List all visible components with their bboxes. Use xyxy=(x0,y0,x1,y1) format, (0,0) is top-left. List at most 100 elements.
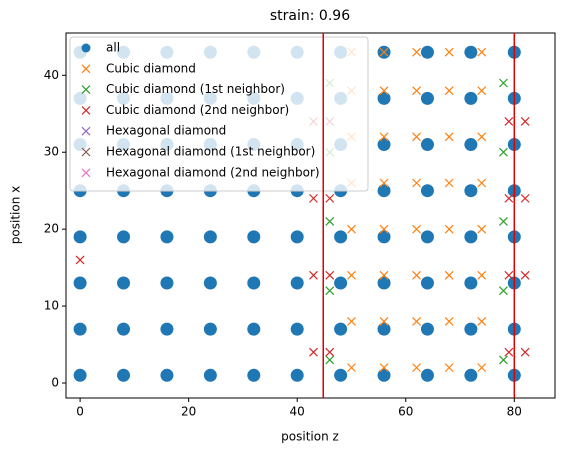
point xyxy=(203,276,217,290)
point xyxy=(290,368,304,382)
legend-label: Cubic diamond (2nd neighbor) xyxy=(106,103,289,117)
point xyxy=(117,230,131,244)
y-tick-label: 20 xyxy=(44,222,59,236)
point xyxy=(117,276,131,290)
point xyxy=(290,230,304,244)
point xyxy=(477,132,487,142)
point xyxy=(334,230,348,244)
point xyxy=(464,45,478,59)
point xyxy=(420,45,434,59)
point xyxy=(420,230,434,244)
legend-marker xyxy=(81,43,91,53)
point xyxy=(75,255,85,265)
point xyxy=(377,276,391,290)
x-tick-label: 40 xyxy=(290,405,305,419)
point xyxy=(334,368,348,382)
plot-frame xyxy=(65,32,556,399)
point xyxy=(444,86,454,96)
legend-marker xyxy=(81,147,91,157)
legend-label: Cubic diamond (1st neighbor) xyxy=(106,82,285,96)
point xyxy=(412,317,422,326)
point xyxy=(377,91,391,105)
point xyxy=(504,117,514,126)
point xyxy=(504,193,514,203)
point xyxy=(379,224,389,234)
point xyxy=(203,368,217,382)
point xyxy=(247,230,261,244)
point xyxy=(325,286,335,296)
legend-box xyxy=(69,36,369,192)
y-tick-label: 10 xyxy=(44,299,59,313)
point xyxy=(412,224,422,234)
y-axis-label: position x xyxy=(9,186,23,244)
point xyxy=(464,138,478,152)
point xyxy=(477,270,487,280)
legend-marker xyxy=(81,64,91,74)
point xyxy=(464,91,478,105)
x-tick-label: 0 xyxy=(76,405,84,419)
legend-marker xyxy=(81,126,91,136)
point xyxy=(347,224,356,234)
point xyxy=(520,193,530,203)
point xyxy=(377,184,391,198)
legend-label: Hexagonal diamond (1st neighbor) xyxy=(106,145,315,159)
point xyxy=(309,193,318,203)
legend-label: all xyxy=(106,41,120,55)
point xyxy=(379,47,389,57)
legend-marker xyxy=(81,168,91,178)
point xyxy=(203,230,217,244)
point xyxy=(412,363,422,373)
point xyxy=(247,322,261,336)
point xyxy=(290,322,304,336)
point xyxy=(504,347,514,357)
point xyxy=(347,363,356,373)
point xyxy=(412,132,422,142)
point xyxy=(504,270,514,280)
point xyxy=(464,184,478,198)
point xyxy=(412,178,422,188)
point xyxy=(412,86,422,96)
point xyxy=(325,347,335,357)
point xyxy=(203,322,217,336)
point xyxy=(377,230,391,244)
x-tick-label: 60 xyxy=(398,405,413,419)
point xyxy=(309,270,318,280)
point xyxy=(477,224,487,234)
y-tick-label: 0 xyxy=(51,376,59,390)
point xyxy=(347,317,356,326)
point xyxy=(444,178,454,188)
point xyxy=(477,86,487,96)
point xyxy=(412,270,422,280)
point xyxy=(499,355,508,365)
point xyxy=(377,322,391,336)
point xyxy=(325,270,335,280)
point xyxy=(160,276,174,290)
point xyxy=(325,355,335,365)
point xyxy=(420,322,434,336)
point xyxy=(379,86,389,96)
point xyxy=(420,138,434,152)
x-tick-label: 20 xyxy=(181,405,196,419)
x-axis-label: position z xyxy=(281,430,339,444)
point xyxy=(444,363,454,373)
legend-label: Hexagonal diamond (2nd neighbor) xyxy=(106,165,320,179)
point xyxy=(444,132,454,142)
point xyxy=(412,47,422,57)
point xyxy=(160,368,174,382)
point xyxy=(420,91,434,105)
point xyxy=(377,138,391,152)
point xyxy=(499,217,508,226)
point xyxy=(290,276,304,290)
point xyxy=(325,217,335,226)
y-tick-label: 40 xyxy=(44,68,59,82)
point xyxy=(377,368,391,382)
legend-label: Hexagonal diamond xyxy=(106,124,226,138)
point xyxy=(464,230,478,244)
point xyxy=(520,117,530,126)
point xyxy=(520,270,530,280)
point xyxy=(73,276,87,290)
point xyxy=(499,78,508,88)
point xyxy=(247,276,261,290)
point xyxy=(379,363,389,373)
